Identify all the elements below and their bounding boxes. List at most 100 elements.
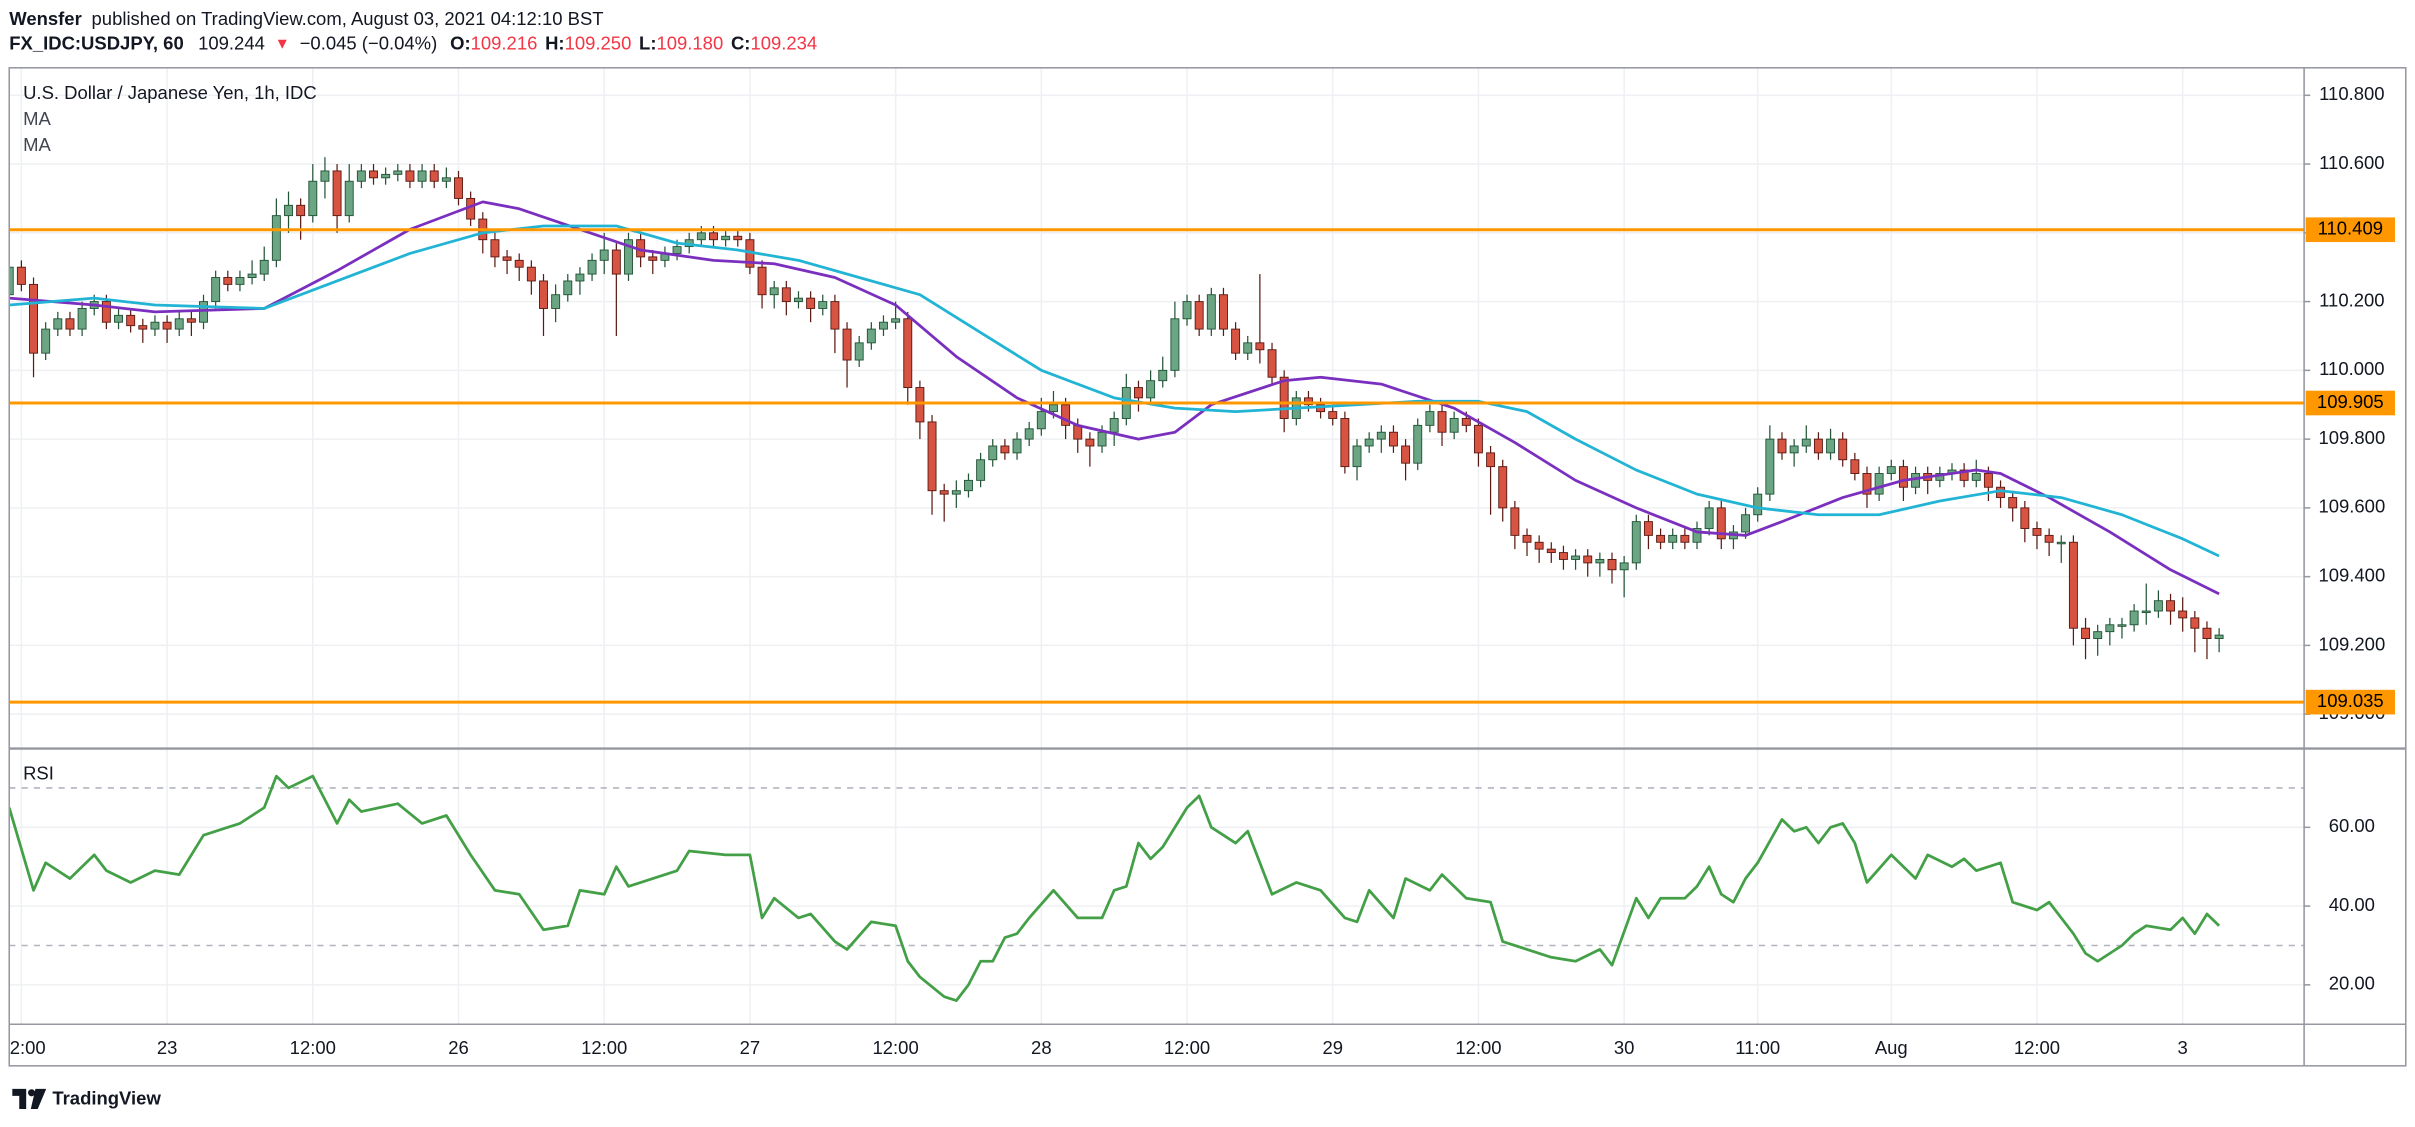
candle-body <box>186 318 196 323</box>
candle-body <box>1473 424 1483 454</box>
last-price: 109.244 <box>198 33 265 54</box>
candle-body <box>1206 294 1216 330</box>
x-tick-label: 30 <box>1614 1037 1635 1058</box>
candle-body <box>429 170 439 182</box>
ohlc-label: H: <box>545 33 565 54</box>
candle-body <box>1012 438 1022 454</box>
candle-body <box>393 170 403 175</box>
candle-body <box>1983 473 1993 488</box>
candle-body <box>2093 631 2103 639</box>
candle-body <box>126 314 136 327</box>
candle-body <box>842 328 852 361</box>
candle-body <box>587 259 597 275</box>
candle-body <box>1182 301 1192 320</box>
y-tick-label: 109.800 <box>2318 427 2385 448</box>
candle-body <box>1777 438 1787 454</box>
author: Wensfer <box>9 8 82 29</box>
x-tick-label: 23 <box>157 1037 178 1058</box>
candle-body <box>1109 418 1119 433</box>
level-label-box <box>2305 390 2395 416</box>
candle-body <box>1231 328 1241 354</box>
logo-mark <box>12 1088 27 1109</box>
candle-body <box>1218 294 1228 330</box>
level-label: 110.409 <box>2318 218 2383 239</box>
x-tick-label: 12:00 <box>1455 1037 1501 1058</box>
candle-body <box>502 256 512 261</box>
ohlc-value: 109.216 <box>471 33 538 54</box>
candle-body <box>369 170 378 179</box>
rsi-line <box>9 774 2221 1003</box>
y-tick-label: 109.400 <box>2318 565 2385 586</box>
x-tick-label: 12:00 <box>1164 1037 1210 1058</box>
candle-body <box>1522 534 1532 543</box>
ohlc-label: C: <box>731 33 751 54</box>
x-tick-label: 2:00 <box>10 1037 46 1058</box>
candle-body <box>320 170 330 182</box>
moving-average-line <box>9 224 2220 558</box>
change-arrow: ▼ <box>275 36 290 53</box>
candle-body <box>174 318 184 330</box>
candle-body <box>2032 528 2042 536</box>
candle-body <box>1085 438 1095 447</box>
candle-body <box>2056 541 2066 545</box>
candle-body <box>1401 445 1411 464</box>
y-tick-label: 60.00 <box>2329 815 2375 836</box>
x-tick-label: 12:00 <box>581 1037 627 1058</box>
candle-body <box>514 259 524 268</box>
candle-body <box>1753 493 1763 516</box>
candle-body <box>818 301 828 309</box>
candle-body <box>915 387 925 423</box>
candle-body <box>1449 418 1459 433</box>
candle-body <box>1862 473 1872 495</box>
candle-body <box>1061 404 1071 426</box>
candle-body <box>1765 438 1775 495</box>
candle-body <box>1959 469 1969 481</box>
candle-body <box>1643 521 1653 536</box>
logo-mark <box>30 1088 47 1109</box>
candle-body <box>405 170 415 182</box>
chart-frame <box>8 67 2407 1067</box>
candle-body <box>672 246 682 254</box>
candle-body <box>1279 376 1289 419</box>
candle-body <box>721 235 731 241</box>
candle-body <box>138 325 148 330</box>
brand: TradingView <box>52 1088 161 1109</box>
candle-body <box>1680 534 1690 543</box>
candle-body <box>696 232 706 241</box>
candle-body <box>271 215 281 261</box>
candle-body <box>1328 411 1338 419</box>
candle-body <box>1898 466 1908 488</box>
candle-body <box>709 232 718 241</box>
candle-body <box>1704 507 1714 529</box>
candle-body <box>344 180 354 217</box>
candle-body <box>162 321 172 330</box>
candle-body <box>648 256 658 261</box>
logo-dot <box>28 1089 36 1097</box>
candle-body <box>939 490 949 495</box>
candle-body <box>563 280 573 296</box>
candle-body <box>2105 624 2115 633</box>
candle-body <box>2068 541 2078 629</box>
candle-body <box>879 321 888 330</box>
axis-layer: 109.000109.200109.400109.600109.800110.0… <box>10 83 2395 1058</box>
candle-body <box>1388 431 1398 447</box>
candle-body <box>1692 528 1702 543</box>
candle-body <box>1656 534 1666 543</box>
y-tick-label: 110.200 <box>2319 289 2384 310</box>
level-label-box <box>2305 689 2395 715</box>
candle-body <box>2141 610 2151 614</box>
publish-line: Wensfer published on TradingView.com, Au… <box>9 8 603 29</box>
candle-body <box>575 273 585 282</box>
candle-body <box>101 301 111 323</box>
candle-body <box>1255 342 1265 351</box>
candle-body <box>1789 445 1799 454</box>
y-tick-label: 110.000 <box>2319 358 2384 379</box>
x-tick-label: 29 <box>1322 1037 1343 1058</box>
candle-body <box>830 301 840 330</box>
candle-body <box>1133 387 1143 399</box>
candle-body <box>417 170 427 182</box>
candle-body <box>2214 634 2224 639</box>
candle-body <box>1534 541 1544 550</box>
